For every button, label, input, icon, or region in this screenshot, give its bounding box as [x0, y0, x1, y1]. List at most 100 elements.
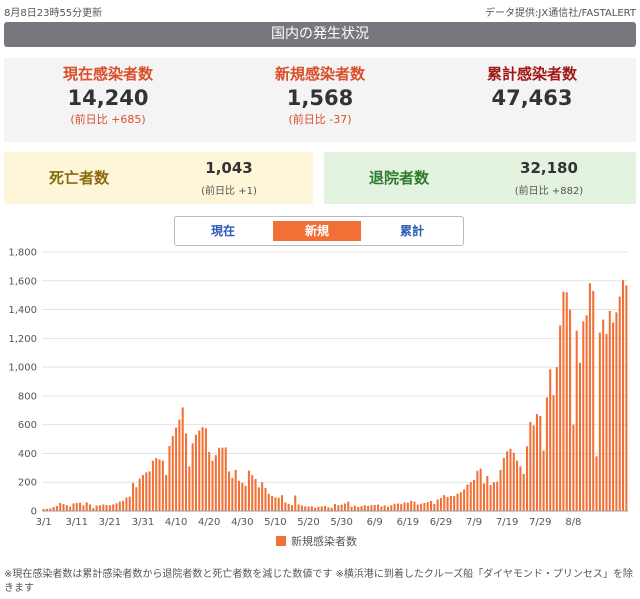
bar	[516, 460, 519, 511]
bar	[55, 505, 58, 511]
bar	[625, 285, 628, 511]
tab-cumulative[interactable]: 累計	[399, 224, 424, 238]
updated-timestamp: 8月8日23時55分更新	[4, 8, 103, 19]
y-tick-label: 800	[18, 391, 37, 402]
bar	[88, 504, 92, 511]
bar	[297, 504, 300, 511]
bar	[413, 501, 416, 511]
stat-change: (前日比 -37)	[288, 113, 352, 126]
bar	[423, 502, 426, 511]
bar	[535, 414, 538, 511]
bar	[218, 447, 221, 511]
y-tick-label: 1,000	[8, 363, 37, 374]
x-tick-label: 6/29	[430, 517, 452, 528]
tab-new[interactable]: 新規	[273, 221, 361, 241]
bar	[569, 309, 572, 511]
bar	[65, 505, 68, 511]
bar	[300, 505, 303, 511]
x-tick-label: 3/31	[132, 517, 154, 528]
bar	[443, 495, 446, 511]
x-tick-label: 7/9	[466, 517, 482, 528]
bar	[350, 506, 353, 511]
bar	[148, 471, 151, 511]
recovered-value: 32,180	[520, 159, 578, 177]
bar	[264, 487, 267, 511]
bar	[360, 506, 363, 511]
bar	[565, 292, 568, 511]
bar	[400, 504, 403, 511]
bar	[52, 506, 55, 511]
section-title: 国内の発生状況	[4, 22, 636, 47]
bar	[542, 450, 545, 511]
bar	[261, 482, 264, 511]
y-tick-label: 1,200	[8, 334, 37, 345]
bar	[582, 321, 585, 511]
bar	[585, 315, 588, 511]
footnote: ※現在感染者数は累計感染者数から退院者数と死亡者数を減じた数値です ※横浜港に到…	[4, 569, 633, 594]
x-tick-label: 3/1	[36, 517, 52, 528]
deaths-change: (前日比 +1)	[201, 186, 257, 197]
bar	[274, 497, 277, 511]
bar	[294, 495, 297, 511]
x-tick-label: 5/30	[330, 517, 352, 528]
bar	[158, 459, 161, 511]
bar	[138, 478, 141, 511]
bar	[337, 505, 340, 511]
bar	[559, 325, 562, 511]
stat-label: 現在感染者数	[62, 65, 153, 83]
bar	[473, 480, 476, 511]
bar	[377, 504, 380, 511]
bar	[479, 468, 482, 511]
chart-tabs: 現在 新規 累計	[174, 216, 464, 246]
new-cases-chart: 0 200 400 600 800 1,000 1,200 1,400 1,600 1,800 3/…	[8, 248, 628, 548]
bar	[228, 471, 231, 511]
x-tick-label: 4/30	[231, 517, 253, 528]
bar	[327, 507, 330, 511]
x-tick-label: 4/20	[198, 517, 220, 528]
bar	[330, 507, 333, 511]
bar	[204, 428, 207, 511]
bar	[456, 493, 459, 511]
stat-value: 47,463	[491, 86, 573, 110]
bar	[125, 497, 128, 511]
bar	[426, 502, 429, 511]
bar	[433, 504, 436, 511]
bar	[449, 495, 452, 511]
bar	[251, 475, 254, 511]
bar	[410, 500, 413, 511]
y-tick-label: 1,400	[8, 305, 37, 316]
tab-current[interactable]: 現在	[210, 224, 235, 238]
data-source: データ提供:JX通信社/FASTALERT	[485, 8, 636, 19]
bar	[59, 502, 62, 511]
bar	[237, 480, 241, 511]
bar	[532, 425, 535, 511]
bar	[214, 455, 217, 511]
bar	[175, 427, 178, 511]
bar	[519, 466, 522, 511]
bar	[79, 502, 82, 511]
bar	[188, 466, 191, 511]
bar	[486, 475, 489, 511]
stat-cumulative-infected: 累計感染者数 47,463	[432, 64, 632, 112]
x-tick-label: 3/21	[99, 517, 121, 528]
bar	[194, 434, 197, 511]
bar	[208, 452, 211, 511]
bar	[178, 419, 181, 511]
stat-value: 1,568	[286, 86, 354, 110]
bar	[509, 448, 512, 511]
bar	[181, 407, 184, 511]
bar	[105, 504, 108, 511]
bar	[363, 505, 366, 511]
recovered-label: 退院者数	[368, 169, 429, 187]
bar	[49, 508, 52, 511]
x-tick-label: 6/19	[397, 517, 419, 528]
bar	[340, 504, 343, 511]
y-tick-label: 600	[18, 420, 37, 431]
bar	[118, 501, 121, 511]
bar	[525, 446, 529, 511]
bar	[608, 310, 611, 511]
bar	[393, 503, 396, 511]
bar	[380, 506, 383, 511]
bar	[469, 482, 472, 511]
bar	[552, 395, 555, 511]
